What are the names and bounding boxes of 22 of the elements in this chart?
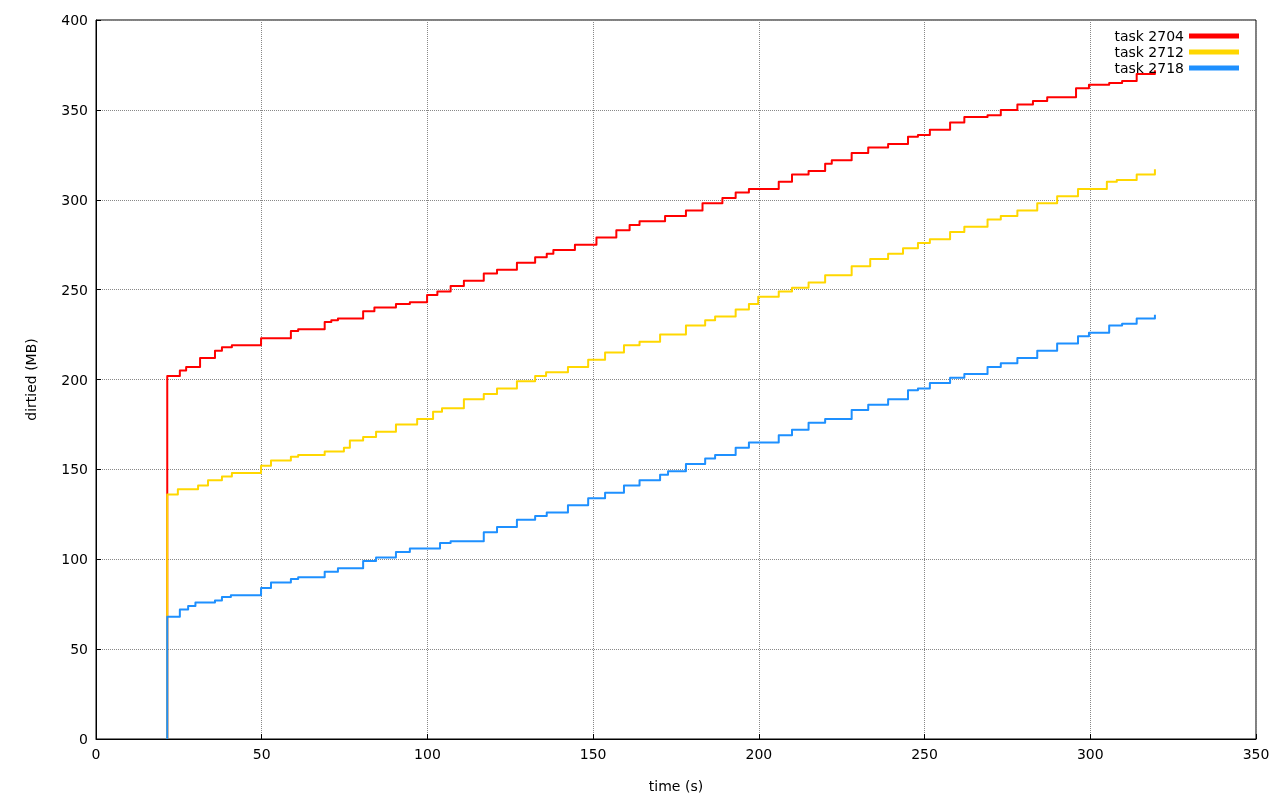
x-tick-label: 50 (252, 746, 271, 762)
x-tick-label: 200 (745, 746, 773, 762)
y-tick-label: 200 (61, 371, 88, 388)
x-tick-label: 350 (1242, 746, 1270, 762)
legend-label: task 2718 (1114, 60, 1184, 76)
y-tick-label: 300 (61, 191, 88, 208)
x-tick-label: 0 (91, 746, 101, 762)
legend-label: task 2712 (1114, 44, 1184, 60)
y-tick-label: 100 (61, 551, 88, 568)
y-tick-label: 150 (61, 461, 88, 478)
y-tick-label: 400 (61, 12, 88, 28)
x-tick-label: 300 (1076, 746, 1104, 762)
legend-label: task 2704 (1114, 28, 1185, 44)
x-tick-label: 250 (911, 746, 938, 762)
x-axis-title: time (s) (648, 778, 704, 794)
y-tick-label: 50 (70, 641, 88, 658)
y-axis-title: dirtied (MB) (23, 338, 39, 421)
y-tick-label: 250 (61, 281, 88, 298)
y-tick-label: 0 (79, 731, 88, 747)
x-tick-label: 100 (414, 746, 441, 762)
y-tick-label: 350 (61, 101, 88, 118)
x-tick-label: 150 (579, 746, 607, 762)
